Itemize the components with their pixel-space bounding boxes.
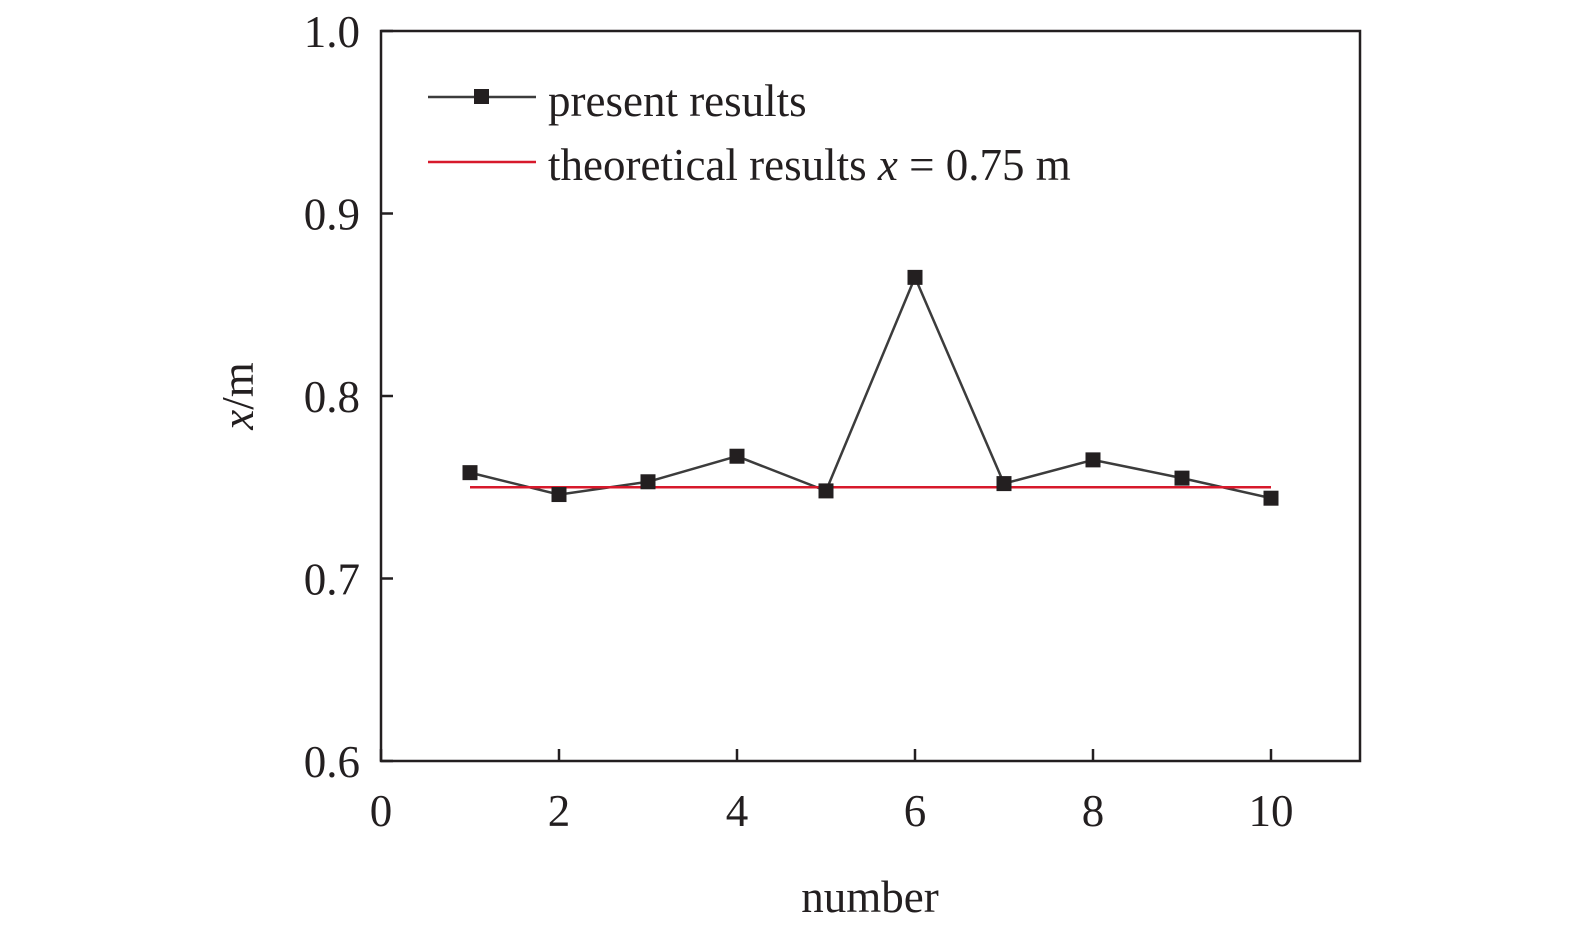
y-tick-label-0.6: 0.6 [304, 737, 360, 787]
x-tick-label-2: 2 [548, 786, 571, 836]
y-tick-label-0.9: 0.9 [304, 190, 360, 240]
x-axis-title: number [801, 872, 938, 922]
data-point-3 [640, 474, 656, 490]
data-point-1 [462, 465, 478, 481]
legend-marker-present [474, 89, 489, 104]
data-point-5 [818, 483, 834, 499]
data-point-8 [1085, 452, 1101, 468]
legend-label-theoretical-var: x [877, 140, 898, 190]
data-point-4 [729, 448, 745, 464]
data-point-9 [1174, 470, 1190, 486]
legend-label-theoretical-rest: = 0.75 m [898, 140, 1071, 190]
x-tick-label-0: 0 [370, 786, 393, 836]
data-point-7 [996, 476, 1012, 492]
x-axis-ticks: 0 2 4 6 8 10 [370, 749, 1294, 836]
series-line-present-results [469, 274, 1272, 500]
y-axis-title-unit: /m [213, 362, 263, 410]
x-tick-label-4: 4 [726, 786, 749, 836]
data-point-6 [907, 269, 923, 285]
legend: present results theoretical results x = … [428, 76, 1071, 190]
legend-label-theoretical: theoretical results x = 0.75 m [548, 140, 1071, 190]
y-axis-title-var: x [213, 410, 263, 431]
series-layer [462, 269, 1279, 506]
y-axis-ticks: 0.6 0.7 0.8 0.9 1.0 [304, 7, 393, 787]
data-point-10 [1263, 490, 1279, 506]
legend-label-present: present results [548, 76, 807, 126]
x-tick-label-6: 6 [904, 786, 927, 836]
y-tick-label-1.0: 1.0 [304, 7, 360, 57]
x-tick-label-8: 8 [1082, 786, 1105, 836]
y-tick-label-0.7: 0.7 [304, 555, 360, 605]
y-tick-label-0.8: 0.8 [304, 372, 360, 422]
x-tick-label-10: 10 [1249, 786, 1294, 836]
data-point-2 [551, 487, 567, 503]
legend-label-theoretical-prefix: theoretical results [548, 140, 878, 190]
y-axis-title: x/m [213, 362, 263, 431]
